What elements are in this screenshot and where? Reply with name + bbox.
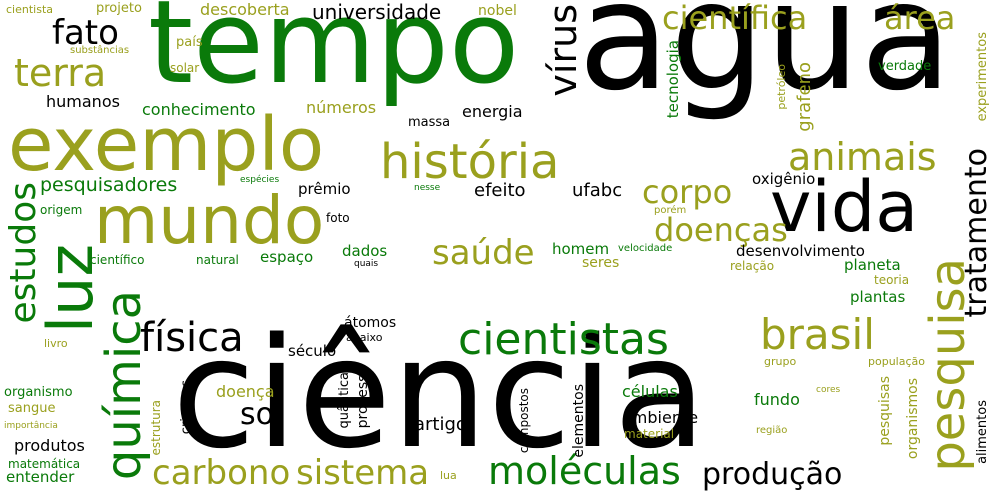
word-terra: terra [14,51,107,95]
word-descoberta: descoberta [200,0,290,19]
word-nesse: nesse [414,183,441,193]
word-ufabc: ufabc [572,180,623,201]
word-quais: quais [354,259,379,269]
word-cientifica: científica [662,0,808,37]
word-especies: espécies [240,175,280,185]
word-estrutura: estrutura [149,400,163,456]
word-vida: vida [770,166,919,248]
word-populacao: população [868,355,925,368]
word-processo: processo [355,366,371,429]
word-atomos: átomos [344,315,397,331]
word-fato: fato [52,13,119,53]
word-velocidade: velocidade [618,243,673,254]
word-doencas: doenças [654,211,788,249]
word-historia: história [380,134,560,190]
word-massa: massa [408,115,451,130]
word-substancias: substâncias [70,45,130,56]
word-grupo: grupo [764,355,797,368]
word-artigo: artigo [414,414,467,435]
word-sol: sol [240,397,283,432]
word-seres: seres [582,255,620,271]
word-entender: entender [6,468,75,486]
word-numeros: números [306,98,377,117]
word-experimentos: experimentos [975,32,990,122]
word-tecnologia: tecnologia [664,40,682,119]
word-organismos: organismos [905,378,921,460]
word-conhecimento: conhecimento [142,100,256,119]
word-teoria: teoria [874,273,910,287]
word-corpo: corpo [642,173,733,211]
word-planeta: planeta [844,256,901,274]
word-petroleo: petróleo [775,64,788,110]
word-relacao: relação [730,259,775,273]
word-abaixo: abaixo [346,331,383,344]
word-espaco: espaço [260,248,314,266]
word-energia: energia [462,102,523,121]
word-exemplo: exemplo [8,102,325,188]
word-area: área [884,0,956,37]
word-origem: origem [40,203,83,217]
word-homem: homem [552,240,610,258]
word-sistema: sistema [296,453,430,493]
word-seculo: século [288,342,337,360]
word-nobel: nobel [478,3,517,19]
word-carbono: carbono [152,453,291,493]
word-produtos: produtos [14,436,85,455]
word-moleculas: moléculas [488,449,681,493]
word-porem: porém [654,205,687,216]
word-fundo: fundo [754,390,800,409]
word-producao: produção [702,457,843,492]
word-elementos: elementos [571,384,587,458]
word-virus: vírus [541,4,585,97]
word-regiao: região [756,425,788,436]
word-ambiente: ambiente [622,408,699,427]
word-desenvolvimento: desenvolvimento [736,242,865,260]
word-oxigenio: oxigênio [752,170,816,188]
word-pais: país [176,35,203,50]
word-mundo: mundo [94,182,325,259]
word-cores: cores [816,385,841,395]
word-pesquisadores: pesquisadores [40,174,178,196]
word-organismo: organismo [4,385,73,400]
word-solar: solar [170,61,200,75]
word-saude: saúde [432,233,535,273]
word-universidade: universidade [312,0,442,24]
word-plantas: plantas [850,288,906,306]
word-cientifico: científico [90,253,145,267]
word-fisica: física [140,315,244,361]
word-natural: natural [196,253,239,267]
word-premio: prêmio [298,180,351,198]
word-doenca: doença [216,382,275,401]
word-foto: foto [326,211,350,225]
word-tratamento: tratamento [959,148,994,318]
word-efeito: efeito [474,180,526,201]
word-brasil: brasil [760,310,875,359]
word-compostos: compostos [517,388,531,454]
word-humanos: humanos [46,92,120,111]
word-criancas: crianças [179,380,194,435]
word-importancia: importância [4,421,58,431]
word-cientistas: cientistas [458,314,669,365]
word-pesquisas: pesquisas [877,376,893,446]
word-estudos: estudos [3,182,44,324]
word-agua: água [578,0,953,124]
word-projeto: projeto [96,1,142,16]
word-cientista: cientista [6,3,53,16]
word-grafeno: grafeno [794,62,815,132]
word-material: material [624,427,675,441]
word-quantica: quântica [337,372,352,429]
word-celulas: células [622,382,678,401]
word-livro: livro [44,337,68,350]
word-lua: lua [440,469,457,482]
word-dados: dados [342,242,388,260]
word-animais: animais [788,135,937,179]
word-alimentos: alimentos [975,400,990,464]
word-ciencia: ciência [172,305,707,482]
word-matematica: matemática [8,457,81,471]
word-sangue: sangue [8,401,56,416]
word-verdade: verdade [878,59,932,74]
word-tempo: tempo [148,0,520,110]
